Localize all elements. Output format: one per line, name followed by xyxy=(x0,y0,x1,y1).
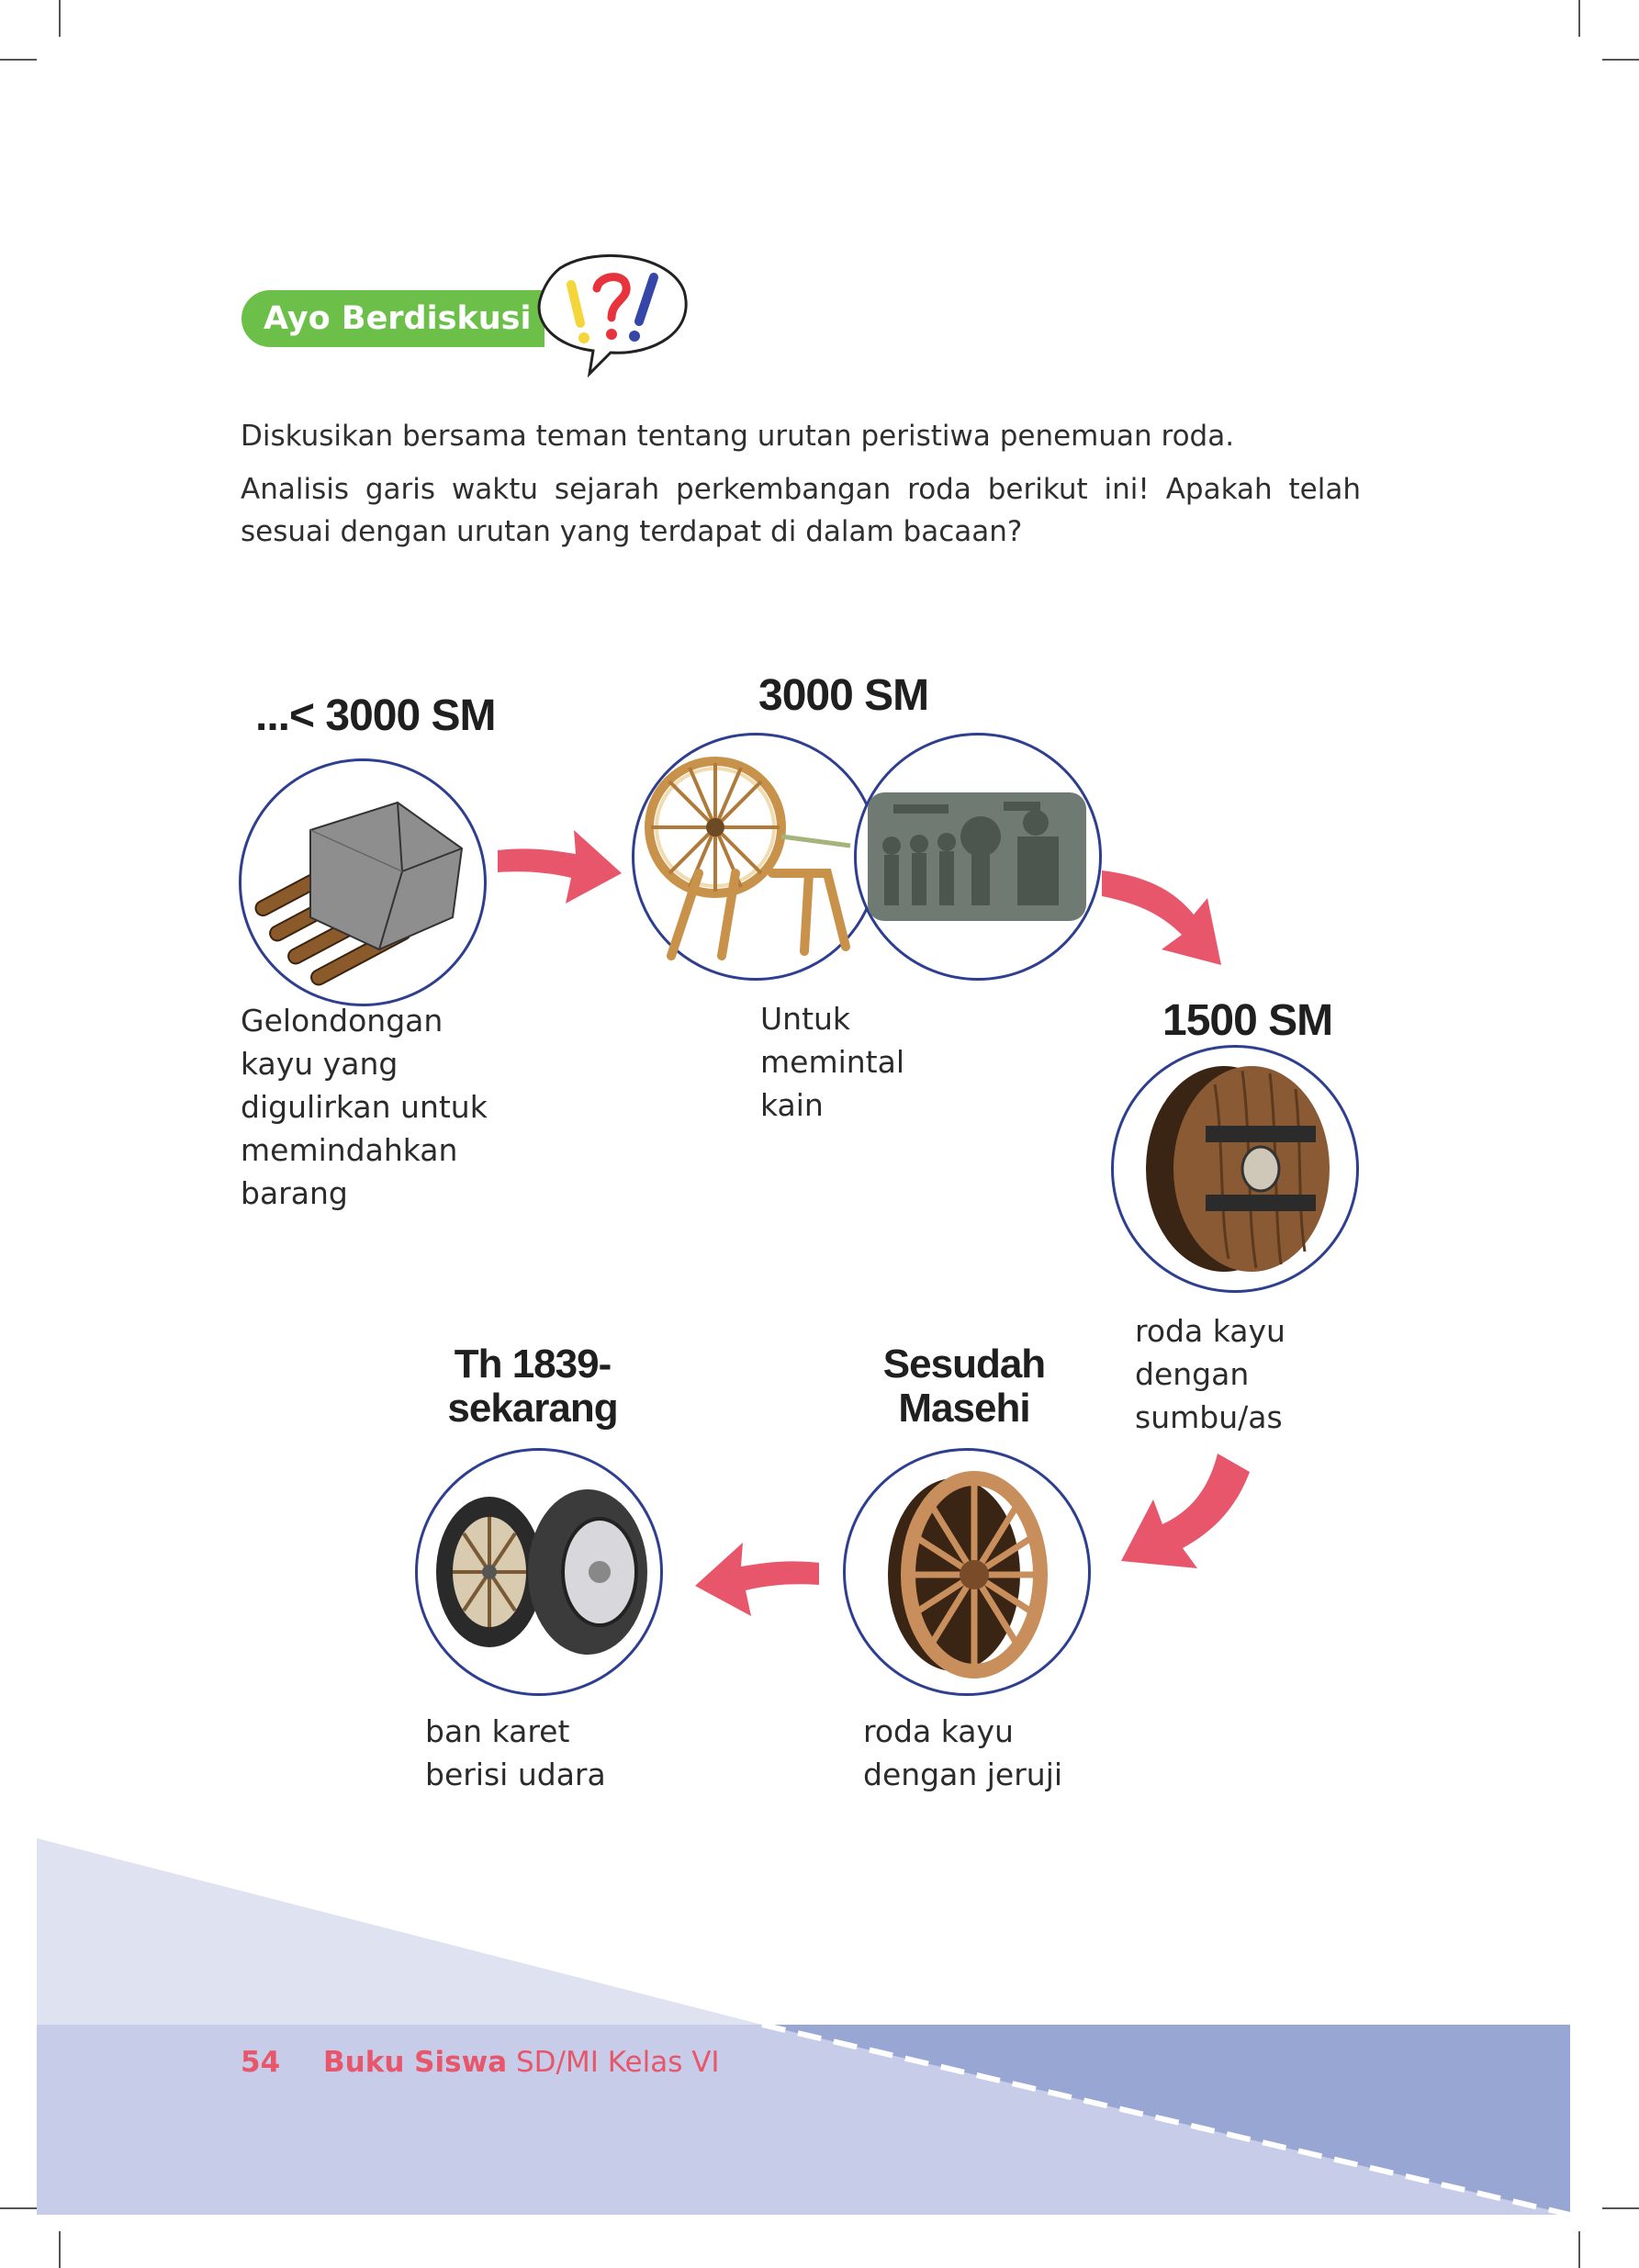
caption-line: roda kayu xyxy=(1135,1313,1285,1349)
caption-line: kayu yang xyxy=(241,1046,399,1082)
caption-1: Gelondongan kayu yang digulirkan untuk m… xyxy=(241,999,488,1215)
intro-line-2: Analisis garis waktu sejarah perkembanga… xyxy=(241,473,1361,548)
speech-bubble-exclamation-icon xyxy=(537,253,688,378)
caption-line: berisi udara xyxy=(425,1757,606,1792)
caption-line: dengan jeruji xyxy=(863,1757,1063,1792)
crop-mark xyxy=(1578,0,1580,37)
solid-wooden-wheel-icon xyxy=(1146,1066,1330,1272)
step-1-circle xyxy=(239,758,487,1006)
crop-mark xyxy=(1602,59,1639,61)
discussion-badge: Ayo Berdiskusi xyxy=(241,290,544,347)
caption-line: digulirkan untuk xyxy=(241,1089,488,1125)
arrow-icon xyxy=(695,1543,819,1616)
book-title-bold: Buku Siswa xyxy=(323,2046,508,2079)
crop-mark xyxy=(59,2231,61,2268)
page-number: 54 xyxy=(241,2046,281,2079)
year-label-3: 1500 SM xyxy=(1162,996,1333,1045)
spinning-wheel-icon xyxy=(645,757,851,960)
arrow-icon xyxy=(1121,1454,1250,1568)
year-label-2: 3000 SM xyxy=(758,671,929,720)
crop-mark xyxy=(0,59,37,61)
year-line: Th 1839- xyxy=(454,1342,612,1387)
footer-decoration xyxy=(37,1838,1571,2217)
caption-2: Untuk memintal kain xyxy=(760,997,904,1127)
step-2-circle-b xyxy=(854,733,1102,981)
arrow-icon xyxy=(1102,870,1221,965)
badge-label: Ayo Berdiskusi xyxy=(264,300,532,337)
step-4-circle xyxy=(843,1448,1091,1696)
book-title: Buku Siswa SD/MI Kelas VI xyxy=(323,2046,720,2079)
log-rollers-icon xyxy=(254,801,464,986)
arrow-icon xyxy=(498,830,622,904)
year-line: sekarang xyxy=(447,1386,618,1431)
crop-mark xyxy=(1602,2207,1639,2209)
book-title-rest: SD/MI Kelas VI xyxy=(507,2046,720,2079)
caption-line: Gelondongan xyxy=(241,1003,443,1039)
caption-line: roda kayu xyxy=(863,1713,1014,1749)
caption-line: kain xyxy=(760,1087,824,1123)
year-label-1: ...< 3000 SM xyxy=(255,691,496,740)
step-5-circle xyxy=(415,1448,663,1696)
caption-4: roda kayu dengan jeruji xyxy=(863,1710,1062,1796)
intro-line-1: Diskusikan bersama teman tentang urutan … xyxy=(241,420,1235,453)
year-label-5: Th 1839- sekarang xyxy=(404,1342,661,1431)
caption-line: ban karet xyxy=(425,1713,570,1749)
caption-line: dengan xyxy=(1135,1356,1250,1392)
crop-mark xyxy=(59,0,61,37)
rubber-tire-icon xyxy=(436,1489,647,1655)
step-2-circle-a xyxy=(632,733,880,981)
caption-line: memindahkan xyxy=(241,1132,458,1168)
year-label-4: Sesudah Masehi xyxy=(845,1342,1083,1431)
stone-relief-icon xyxy=(868,792,1086,921)
year-line: Masehi xyxy=(898,1386,1030,1431)
crop-mark xyxy=(1578,2231,1580,2268)
caption-line: Untuk xyxy=(760,1001,851,1037)
caption-line: barang xyxy=(241,1175,348,1211)
crop-mark xyxy=(0,2207,37,2209)
spoked-wooden-wheel-icon xyxy=(888,1471,1048,1679)
caption-5: ban karet berisi udara xyxy=(425,1710,606,1796)
year-line: Sesudah xyxy=(882,1342,1046,1387)
caption-line: memintal xyxy=(760,1044,905,1080)
caption-line: sumbu/as xyxy=(1135,1399,1283,1435)
step-3-circle xyxy=(1111,1045,1359,1293)
caption-3: roda kayu dengan sumbu/as xyxy=(1135,1309,1285,1439)
